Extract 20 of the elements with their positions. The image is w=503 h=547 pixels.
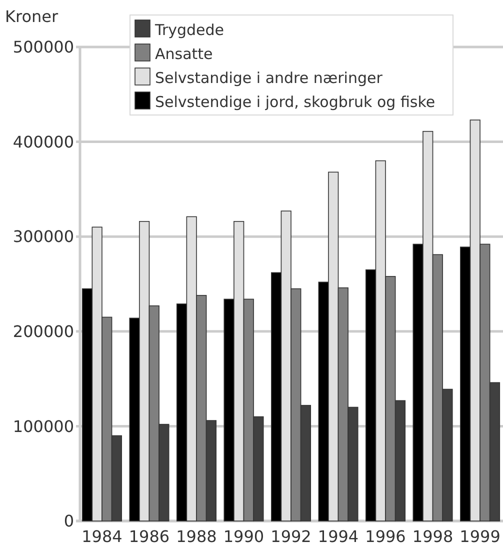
y-tick-label: 100000 (12, 416, 74, 436)
legend-label: Selvstandige i andre næringer (155, 69, 384, 87)
x-tick-label: 1984 (82, 527, 122, 546)
y-tick-label: 200000 (12, 322, 74, 341)
legend-label: Ansatte (155, 45, 213, 63)
y-tick-label: 300000 (12, 227, 74, 246)
x-tick-label: 1999 (460, 527, 500, 546)
legend-label: Selvstendige i jord, skogbruk og fiske (155, 93, 436, 111)
y-tick-label: 500000 (12, 38, 74, 57)
x-tick-label: 1996 (365, 527, 406, 546)
x-tick-label: 1992 (270, 527, 312, 546)
y-tick-label: 400000 (12, 132, 74, 152)
y-axis-title: Kroner (5, 7, 58, 26)
y-tick-label: 0 (64, 512, 74, 531)
legend-label: Trygdede (154, 21, 224, 39)
x-tick-label: 1988 (176, 527, 217, 546)
x-tick-label: 1998 (412, 527, 454, 546)
x-tick-label: 1986 (128, 527, 170, 546)
x-tick-label: 1990 (223, 527, 264, 546)
x-tick-label: 1994 (318, 527, 359, 546)
